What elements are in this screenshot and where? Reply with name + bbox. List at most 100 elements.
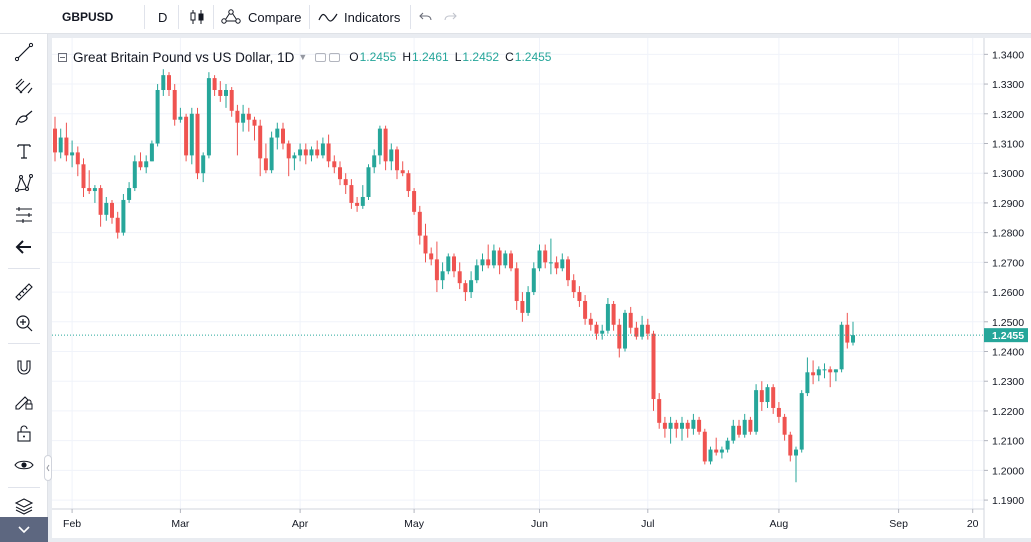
pattern-icon[interactable] (9, 168, 39, 198)
candle (224, 84, 228, 108)
low-value: 1.2452 (462, 50, 500, 64)
candle-body (794, 449, 798, 456)
back-arrow-icon[interactable] (9, 232, 39, 262)
candle (81, 158, 86, 197)
text-icon[interactable] (9, 136, 39, 166)
candle-body (828, 369, 833, 373)
candlestick-chart[interactable]: 1.3400 1.3300 1.3200 1.3100 1.3000 1.2900 1.28… (52, 38, 1031, 538)
candle-body (172, 90, 177, 120)
candle-body (235, 110, 240, 123)
candle (452, 253, 456, 278)
candle (828, 366, 833, 388)
candle-body (520, 300, 525, 313)
candle (708, 446, 713, 465)
candle (218, 81, 223, 102)
candle (338, 161, 342, 186)
eye-toggle-icon[interactable] (315, 52, 327, 62)
compare-button[interactable]: Compare (220, 0, 301, 34)
candle-body (566, 259, 570, 281)
indicators-button[interactable]: Indicators (318, 0, 400, 34)
chart-area[interactable]: 1.3400 1.3300 1.3200 1.3100 1.3000 1.2900 1.28… (52, 38, 1031, 538)
candle (70, 140, 75, 168)
candle-body (275, 128, 280, 138)
candle (640, 315, 645, 340)
undo-button[interactable] (418, 0, 434, 34)
chart-style-button[interactable] (188, 0, 206, 34)
prediction-icon[interactable] (9, 200, 39, 230)
candle (560, 253, 565, 272)
candle (794, 446, 798, 483)
candle (389, 143, 394, 171)
candle-body (851, 335, 855, 343)
candle-body (788, 434, 793, 456)
symbol-search-button[interactable]: GBPUSD (62, 0, 113, 34)
candle-body (366, 167, 371, 197)
candle (577, 286, 582, 307)
interval-button[interactable]: D (158, 0, 167, 34)
candle-body (543, 250, 548, 263)
eye-icon[interactable] (9, 450, 39, 480)
candle (349, 179, 354, 209)
collapse-legend-icon[interactable] (58, 52, 67, 62)
candle-body (725, 440, 730, 450)
x-tick-label: 20 (967, 518, 979, 530)
candle (845, 312, 850, 349)
lock-pencil-icon[interactable] (9, 385, 39, 415)
lock-icon[interactable] (9, 418, 39, 448)
toolbar-divider (8, 268, 40, 269)
brush-icon[interactable] (9, 103, 39, 133)
candle-body (776, 407, 781, 417)
ruler-icon[interactable] (9, 277, 39, 307)
candle (851, 321, 855, 346)
last-price-badge-bg (984, 328, 1028, 343)
candle (201, 152, 206, 183)
candle (446, 253, 451, 275)
magnet-icon[interactable] (9, 352, 39, 382)
candle (303, 143, 308, 165)
collapse-toolbar-handle[interactable] (44, 455, 52, 481)
top-toolbar: GBPUSD D Compare Indicators (0, 0, 1031, 34)
zoom-in-icon[interactable] (9, 308, 39, 338)
candle-body (719, 449, 724, 453)
candle-body (377, 128, 382, 156)
candle-body (343, 179, 348, 186)
candle (480, 253, 485, 272)
candle-body (651, 333, 656, 400)
candle-body (833, 369, 838, 373)
candle-body (822, 369, 827, 371)
candle-body (737, 425, 741, 435)
candle-body (816, 369, 821, 376)
candle-body (263, 158, 268, 171)
candle-body (121, 199, 126, 233)
candle-body (600, 330, 605, 334)
y-tick-label: 1.3400 (992, 49, 1024, 61)
candle-body (53, 128, 57, 153)
candle (275, 122, 280, 150)
candle (110, 199, 114, 224)
candle-body (474, 265, 479, 281)
candle (206, 72, 211, 159)
candle-body (423, 235, 428, 254)
candle-body (138, 161, 143, 168)
candle (463, 280, 468, 301)
expand-toolbar-button[interactable] (0, 517, 48, 542)
redo-button[interactable] (442, 0, 458, 34)
candle (697, 416, 702, 435)
candle (229, 87, 234, 117)
candle (520, 292, 525, 322)
candle (497, 247, 502, 275)
candle (132, 155, 137, 192)
chevron-left-icon (46, 464, 50, 472)
candle-body (81, 164, 86, 189)
candle (400, 161, 405, 177)
layers-icon[interactable] (9, 491, 39, 521)
candle-body (560, 259, 565, 269)
y-tick-label: 1.2700 (992, 257, 1024, 269)
chevron-down-icon[interactable]: ▼ (298, 52, 308, 62)
y-tick-label: 1.3300 (992, 79, 1024, 91)
candle (628, 306, 633, 334)
pitchfork-icon[interactable] (9, 70, 39, 100)
candle (611, 300, 616, 331)
trend-line-icon[interactable] (9, 37, 39, 67)
settings-toggle-icon[interactable] (329, 52, 341, 62)
